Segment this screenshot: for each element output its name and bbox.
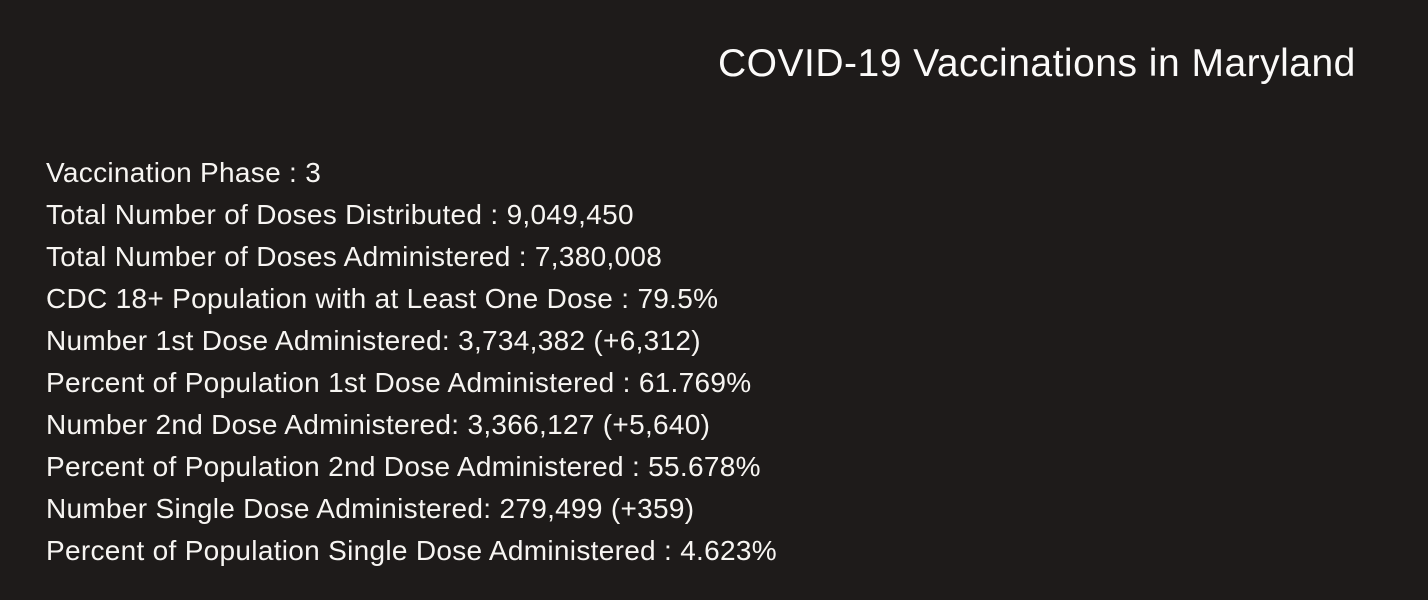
stat-number-1st-dose: Number 1st Dose Administered: 3,734,382 … <box>46 320 777 362</box>
stat-separator: : <box>655 535 681 566</box>
stat-value: 79.5% <box>637 283 719 314</box>
stat-value: 4.623% <box>680 535 777 566</box>
vaccination-stats-list: Vaccination Phase : 3 Total Number of Do… <box>46 152 777 572</box>
stat-separator: : <box>482 199 507 230</box>
stat-percent-2nd-dose: Percent of Population 2nd Dose Administe… <box>46 446 777 488</box>
stat-doses-administered: Total Number of Doses Administered : 7,3… <box>46 236 777 278</box>
stat-separator: : <box>614 367 639 398</box>
stat-value: 3,734,382 (+6,312) <box>458 325 701 356</box>
stat-value: 279,499 (+359) <box>499 493 695 524</box>
stat-separator: : <box>280 157 306 188</box>
stat-value: 55.678% <box>648 451 761 482</box>
stat-vaccination-phase: Vaccination Phase : 3 <box>46 152 777 194</box>
stat-label: Vaccination Phase <box>46 157 281 188</box>
stat-separator: : <box>483 493 500 524</box>
stat-separator: : <box>623 451 649 482</box>
stat-value: 61.769% <box>638 367 752 398</box>
stat-number-single-dose: Number Single Dose Administered: 279,499… <box>46 488 777 530</box>
stat-value: 3,366,127 (+5,640) <box>467 409 711 440</box>
stat-separator: : <box>510 241 535 272</box>
stat-percent-single-dose: Percent of Population Single Dose Admini… <box>46 530 777 572</box>
stat-doses-distributed: Total Number of Doses Distributed : 9,04… <box>46 194 777 236</box>
stat-label: CDC 18+ Population with at Least One Dos… <box>46 283 614 314</box>
stat-label: Total Number of Doses Distributed <box>46 199 483 230</box>
stat-value: 3 <box>305 157 322 188</box>
stat-label: Number 1st Dose Administered <box>46 325 442 356</box>
stat-separator: : <box>451 409 468 440</box>
stat-label: Percent of Population 2nd Dose Administe… <box>46 451 624 482</box>
stat-label: Percent of Population 1st Dose Administe… <box>46 367 615 398</box>
stat-number-2nd-dose: Number 2nd Dose Administered: 3,366,127 … <box>46 404 777 446</box>
stat-cdc-18plus-one-dose: CDC 18+ Population with at Least One Dos… <box>46 278 777 320</box>
stat-separator: : <box>613 283 638 314</box>
stat-value: 7,380,008 <box>534 241 663 272</box>
page-title: COVID-19 Vaccinations in Maryland <box>718 42 1356 85</box>
stat-separator: : <box>441 325 459 356</box>
stat-label: Total Number of Doses Administered <box>46 241 511 272</box>
stat-label: Percent of Population Single Dose Admini… <box>46 535 656 566</box>
stat-label: Number Single Dose Administered <box>46 493 484 524</box>
stat-label: Number 2nd Dose Administered <box>46 409 452 440</box>
stat-value: 9,049,450 <box>506 199 634 230</box>
stat-percent-1st-dose: Percent of Population 1st Dose Administe… <box>46 362 777 404</box>
